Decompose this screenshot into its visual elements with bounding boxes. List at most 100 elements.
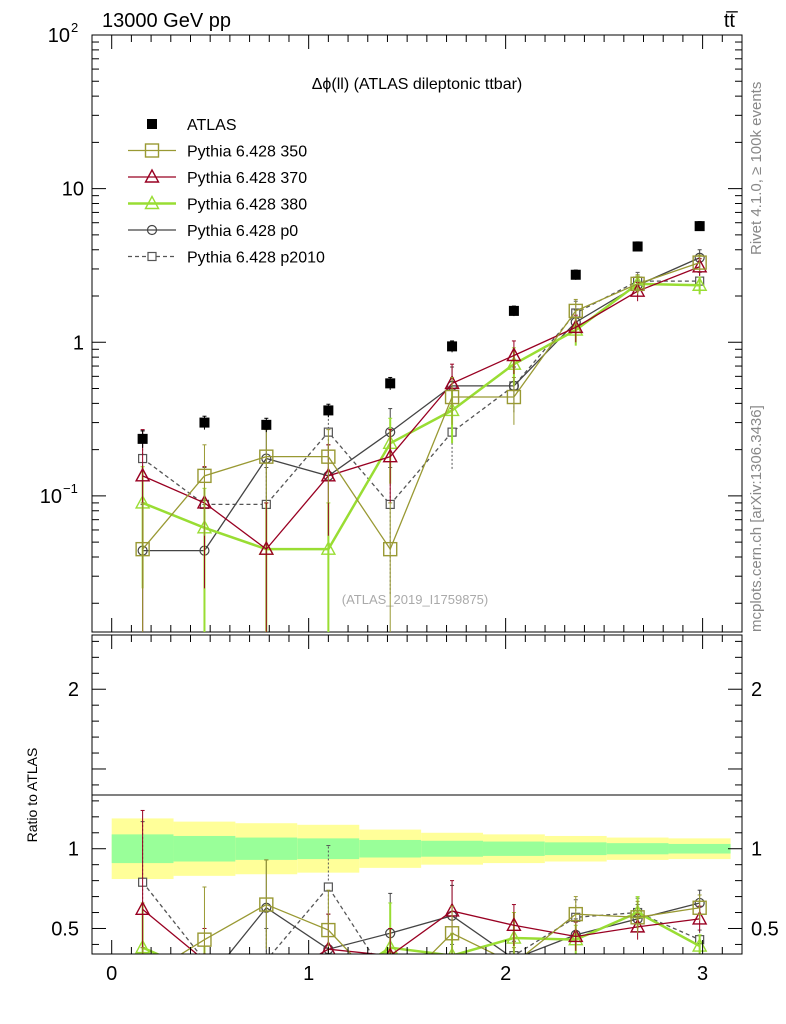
ratio-band-inner (421, 840, 483, 857)
ratio-line-p2010 (142, 881, 700, 954)
main-y-tick-label: 1 (73, 332, 84, 354)
main-y-tick-exponent: 2 (71, 20, 78, 35)
data-point-p350 (135, 541, 150, 557)
ratio-series-p350 (136, 859, 707, 1002)
legend-marker-atlas (147, 119, 157, 129)
ratio-point-p370 (568, 927, 584, 943)
ratio-point-p350 (136, 971, 149, 984)
ratio-point-p350 (259, 897, 274, 912)
main-series-atlas (137, 221, 705, 448)
ratio-band-inner (359, 839, 422, 858)
legend-label-p370: Pythia 6.428 370 (187, 170, 307, 187)
data-point-p350 (506, 389, 522, 405)
ratio-y-tick-label-right: 1 (751, 839, 762, 861)
series-line-p370 (142, 266, 700, 551)
ratio-band-inner (297, 838, 360, 860)
ratio-y-tick-label-right: 2 (751, 679, 762, 701)
ratio-point-p0 (512, 953, 516, 954)
legend-entry-atlas: ATLAS (147, 117, 237, 134)
ratio-point-p2010 (262, 956, 270, 964)
ratio-x-axis: 0 1 2 3 (106, 635, 723, 985)
data-point-p370 (506, 347, 522, 362)
ratio-x-tick-label: 0 (106, 963, 117, 985)
ratio-point-p370 (321, 940, 336, 954)
rivet-side-label: Rivet 4.1.0, ≥ 100k events (748, 82, 765, 255)
ratio-point-p370 (506, 916, 522, 931)
ratio-band-inner (544, 842, 607, 856)
ratio-point-p350 (568, 906, 583, 922)
ratio-point-p350 (630, 910, 645, 925)
data-point-p350 (321, 449, 336, 464)
data-point-atlas (137, 433, 148, 444)
data-point-p370 (568, 318, 584, 334)
data-point-p380 (320, 540, 337, 555)
ratio-band-inner (173, 835, 236, 862)
ratio-y-tick-label-left: 2 (68, 679, 79, 701)
main-y-tick-label: 10 (48, 25, 70, 47)
data-point-p350 (630, 276, 645, 292)
data-point-p370 (382, 448, 398, 463)
ratio-point-p350 (321, 922, 336, 938)
data-point-p370 (134, 467, 151, 482)
series-line-p350 (142, 261, 700, 551)
main-x-axis (111, 35, 723, 632)
series-line-p380 (142, 282, 700, 551)
ratio-band-inner (668, 843, 731, 854)
data-point-atlas (447, 341, 458, 352)
main-series-p370 (134, 258, 708, 632)
ratio-point-p370 (691, 910, 708, 925)
legend-entry-p350: Pythia 6.428 350 (128, 143, 307, 161)
ratio-point-p380 (322, 981, 335, 993)
ratio-uncertainty-bands (111, 818, 731, 880)
data-point-p370 (691, 258, 708, 273)
legend-marker-p380 (144, 195, 160, 210)
ratio-point-p380 (198, 968, 211, 980)
data-point-atlas (508, 305, 519, 316)
ratio-point-p2010 (200, 956, 208, 964)
legend-entry-p370: Pythia 6.428 370 (128, 168, 307, 187)
ratio-line-p370 (142, 908, 700, 954)
data-point-atlas (570, 269, 581, 280)
legend-marker-p0 (146, 224, 158, 236)
header-left-label: 13000 GeV pp (102, 10, 231, 32)
ratio-y-tick-label-right: 0.5 (751, 918, 779, 940)
ratio-line-p0 (228, 902, 700, 954)
ratio-x-tick-label: 1 (303, 963, 314, 985)
series-line-p0 (142, 257, 700, 552)
ratio-y-axis-label: Ratio to ATLAS (24, 748, 40, 843)
legend-label-p2010: Pythia 6.428 p2010 (187, 250, 325, 267)
legend-entry-p380: Pythia 6.428 380 (128, 195, 307, 214)
series-line-p2010 (142, 280, 700, 506)
main-y-tick-exponent: −1 (63, 481, 78, 496)
legend: ATLAS Pythia 6.428 350 Pythia 6.428 370 Pyt… (128, 117, 325, 267)
main-series-p2010 (138, 271, 705, 594)
main-series-p350 (135, 254, 707, 632)
ratio-point-p370 (134, 900, 151, 916)
header-right-label: tt̅ (724, 10, 738, 32)
legend-marker-p2010 (147, 251, 157, 262)
ratio-point-p350 (384, 989, 397, 1002)
data-point-atlas (199, 417, 210, 428)
ratio-point-p2010 (448, 960, 456, 968)
ratio-point-p0 (138, 973, 147, 982)
chart-watermark: (ATLAS_2019_I1759875) (342, 592, 488, 607)
ratio-band-inner (235, 837, 298, 860)
ratio-series-p370 (134, 809, 708, 989)
ratio-point-p370 (260, 977, 273, 989)
legend-entry-p0: Pythia 6.428 p0 (128, 223, 298, 240)
main-y-tick-label: 10 (62, 179, 84, 201)
legend-marker-p370 (144, 168, 160, 183)
legend-entry-p2010: Pythia 6.428 p2010 (128, 250, 325, 267)
legend-marker-p350 (144, 143, 160, 158)
data-point-p350 (568, 303, 583, 319)
data-point-atlas (261, 419, 272, 430)
ratio-line-p380 (142, 911, 701, 954)
ratio-point-p0 (200, 980, 209, 989)
ratio-x-tick-label: 2 (500, 963, 511, 985)
data-point-p350 (692, 255, 707, 270)
data-point-atlas (694, 221, 705, 232)
mcplots-side-label: mcplots.cern.ch [arXiv:1306.3436] (748, 405, 765, 632)
data-point-p350 (444, 389, 460, 405)
